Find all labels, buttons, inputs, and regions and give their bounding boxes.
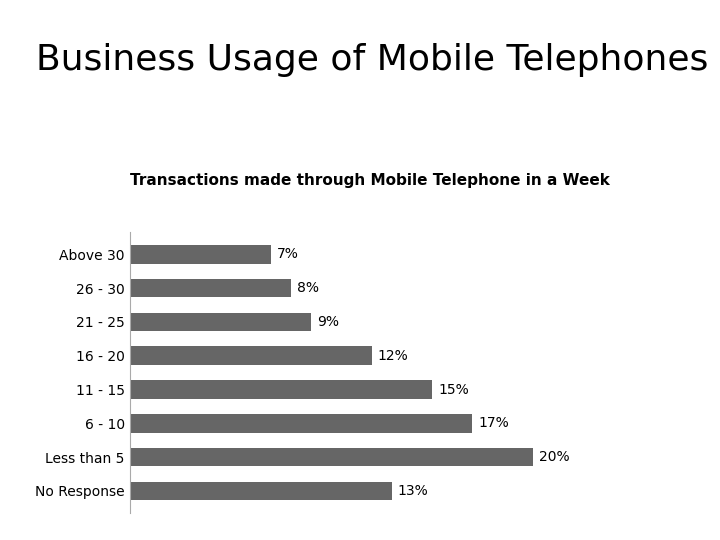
Text: 7%: 7%: [276, 247, 299, 261]
Text: Transactions made through Mobile Telephone in a Week: Transactions made through Mobile Telepho…: [130, 173, 609, 188]
Bar: [130, 414, 472, 433]
Bar: [130, 346, 372, 365]
Text: Business Usage of Mobile Telephones Contd.: Business Usage of Mobile Telephones Cont…: [36, 43, 720, 77]
Bar: [130, 245, 271, 264]
Text: 17%: 17%: [478, 416, 509, 430]
Text: 13%: 13%: [397, 484, 428, 498]
Bar: [130, 279, 291, 298]
Text: 8%: 8%: [297, 281, 319, 295]
Bar: [130, 448, 533, 467]
Text: 20%: 20%: [539, 450, 570, 464]
Text: 12%: 12%: [377, 349, 408, 363]
Bar: [130, 482, 392, 500]
Text: 15%: 15%: [438, 382, 469, 396]
Text: 9%: 9%: [317, 315, 339, 329]
Bar: [130, 380, 432, 399]
Bar: [130, 313, 311, 331]
